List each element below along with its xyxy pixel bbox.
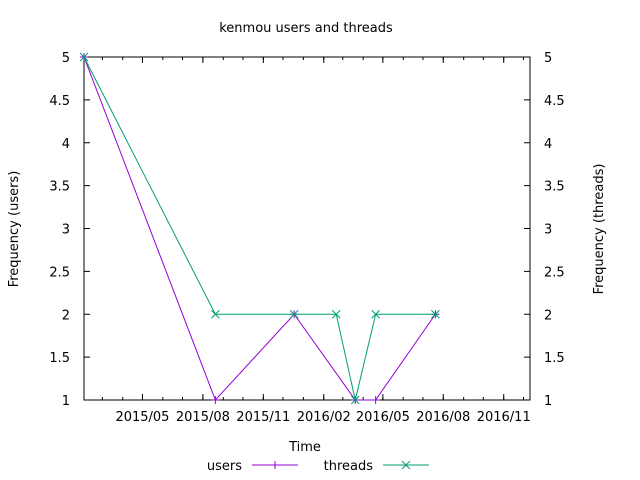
- y-axis-label-left: Frequency (users): [7, 171, 22, 288]
- chart-title: kenmou users and threads: [219, 21, 393, 36]
- y-tick-label-left: 4: [62, 137, 70, 152]
- y-tick-label-right: 3.5: [544, 180, 565, 195]
- x-axis-label: Time: [288, 440, 321, 455]
- point-users: [211, 396, 220, 404]
- legend: users threads: [207, 459, 429, 474]
- point-threads: [350, 395, 360, 405]
- series-line-users: [83, 56, 436, 401]
- legend-marker-users: [271, 461, 279, 469]
- legend-label-threads: threads: [324, 459, 374, 474]
- point-users: [371, 396, 380, 404]
- point-threads-d2: [331, 309, 341, 319]
- point-threads: [79, 52, 89, 62]
- plot-frame: [83, 56, 531, 401]
- point-threads: [211, 309, 220, 319]
- ticks-layer: 1 1 1.5 1.5 2 2 2.5 2.5 3 3 3.5 3.5 4 4 4.5 4.5 5 5 2015/0…: [49, 51, 564, 425]
- y-tick-label-right: 2.5: [544, 265, 565, 280]
- series-line-threads: [83, 56, 436, 401]
- legend-label-users: users: [207, 459, 242, 474]
- y-axis-label-right: Frequency (threads): [592, 164, 607, 295]
- point-threads-d2: [289, 309, 299, 319]
- legend-marker-threads-d2: [401, 460, 411, 470]
- x-tick-label: 2016/08: [416, 410, 470, 425]
- y-tick-label-left: 1.5: [49, 351, 70, 366]
- legend-marker-threads: [401, 460, 411, 470]
- x-tick-label: 2016/05: [356, 410, 410, 425]
- y-tick-label-left: 2: [62, 308, 70, 323]
- point-threads-d2: [211, 309, 220, 319]
- x-tick-label: 2015/11: [236, 410, 290, 425]
- x-tick-label: 2016/02: [297, 410, 351, 425]
- y-tick-label-right: 2: [544, 308, 552, 323]
- series-layer: [79, 52, 440, 405]
- y-tick-label-right: 4.5: [544, 94, 565, 109]
- y-tick-label-left: 5: [62, 51, 70, 66]
- point-threads-d2: [371, 309, 380, 319]
- y-tick-label-right: 1.5: [544, 351, 565, 366]
- point-threads: [331, 309, 341, 319]
- point-threads: [289, 309, 299, 319]
- point-threads-d2: [79, 52, 89, 62]
- y-tick-label-left: 4.5: [49, 94, 70, 109]
- point-threads-d2: [431, 309, 440, 319]
- point-threads: [371, 309, 380, 319]
- point-threads: [431, 309, 440, 319]
- y-tick-label-right: 1: [544, 394, 552, 409]
- y-tick-label-left: 3.5: [49, 180, 70, 195]
- y-tick-label-left: 1: [62, 394, 70, 409]
- y-tick-label-left: 2.5: [49, 265, 70, 280]
- y-tick-label-right: 3: [544, 223, 552, 238]
- y-tick-label-left: 3: [62, 223, 70, 238]
- x-tick-label: 2016/11: [477, 410, 531, 425]
- y-tick-label-right: 5: [544, 51, 552, 66]
- x-tick-label: 2015/08: [176, 410, 230, 425]
- x-tick-label: 2015/05: [115, 410, 169, 425]
- point-threads-d2: [350, 395, 360, 405]
- y-tick-label-right: 4: [544, 137, 552, 152]
